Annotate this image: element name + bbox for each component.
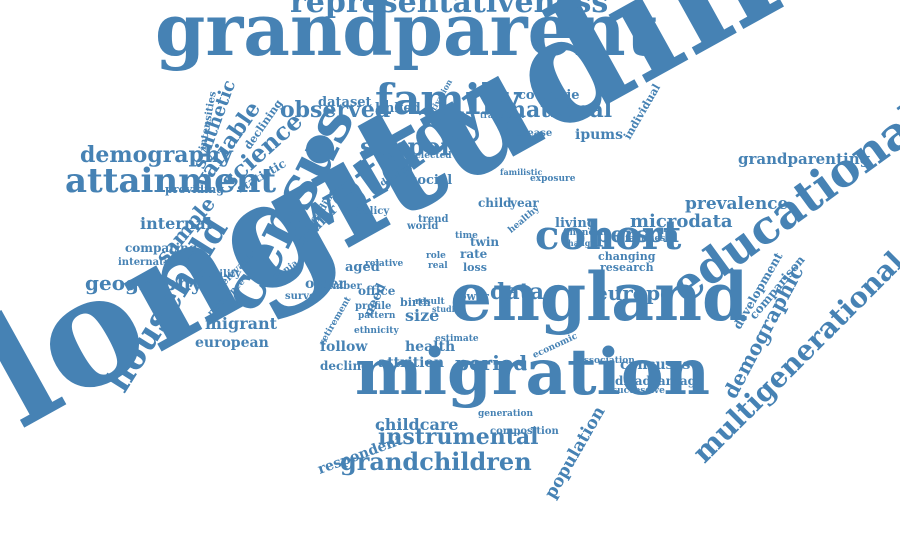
word-grandparenting: grandparenting [738,150,871,169]
word-childcare: childcare [375,415,459,435]
word-composition: composition [490,425,559,437]
word-countrie: countrie [518,87,580,103]
word-family: family [375,75,522,125]
word-comparing: comparing [125,240,198,255]
word-disadvantage: disadvantage [615,373,704,388]
word-social: social [410,172,453,188]
word-estimate: estimate [435,334,479,345]
word-world: world [407,220,439,232]
word-cohort: cohort [535,212,682,259]
word-dataset: dataset [318,94,372,110]
word-geography: geography [85,271,203,295]
word-grandparent: grandparent [155,0,659,72]
word-period: period [455,351,528,375]
word-ipums: ipums [575,127,623,144]
word-providing: providing [165,182,224,196]
word-international: international [118,256,192,268]
word-policy: policy [356,205,390,217]
word-demography: demography [80,142,233,169]
word-transition: transition [480,110,525,121]
word-grandchildren: grandchildren [340,446,532,476]
word-population: population [540,402,610,502]
word-child: child [478,195,512,210]
word-migration: migration [355,334,711,410]
word-association: association [578,356,635,367]
word-support: support [360,131,465,161]
word-mobility: mobility [195,268,242,280]
word-survey: survey [285,290,322,302]
word-successive: successive [612,386,665,397]
word-aged: aged [345,259,380,275]
word-censuses: censuses [620,357,691,374]
word-time: time [455,231,478,242]
word-europe: europe [595,281,673,305]
word-decline: decline [320,358,369,373]
word-internal: internal [140,214,212,234]
word-trend: trend [418,213,449,225]
word-exposure: exposure [530,174,576,185]
word-familistic: familistic [500,167,543,178]
word-relative: relative [365,259,404,270]
word-older: older [305,276,346,293]
word-change: change [563,238,596,249]
word-number: number [318,280,362,292]
word-instrumental: instrumental [378,424,539,451]
word-financial: financial [563,228,607,239]
word-selected: selected [410,151,452,162]
word-result: result [415,297,445,308]
word-birth: birth [400,295,431,309]
word-role: role [426,251,446,262]
word-profile: profile [355,300,392,312]
word-generation: generation [478,409,533,420]
word-person: person [595,222,680,249]
word-european: european [195,335,269,352]
word-representativeness: representativeness [290,0,609,20]
word-twin: twin [470,234,500,249]
word-real: real [428,261,448,272]
word-size: size [405,306,440,326]
word-lower: lower [455,289,489,303]
word-follow: follow [320,339,368,356]
word-migrant: migrant [205,314,278,334]
word-year: year [510,195,539,210]
word-ethnicity: ethnicity [354,326,399,337]
word-families: families [625,234,666,245]
word-loss: loss [463,260,487,274]
word-increase: increase [505,127,553,139]
word-england: england [450,257,749,336]
word-national: national [510,97,613,124]
word-attrition: attrition [378,355,445,372]
word-pattern: pattern [358,311,396,322]
word-prevalence: prevalence [685,193,789,214]
word-changing: changing [598,249,656,263]
word-linked: linked [375,100,421,116]
word-attainment: attainment [65,161,277,202]
word-microdata: microdata [630,210,733,232]
word-health: health [405,339,456,356]
word-observed: observed [280,97,391,124]
word-living: living [555,215,596,231]
word-research: research [600,260,654,274]
word-studies: studies [432,304,465,315]
word-office: office [358,283,396,298]
word-rate: rate [460,246,488,261]
word-data: data [490,279,545,306]
